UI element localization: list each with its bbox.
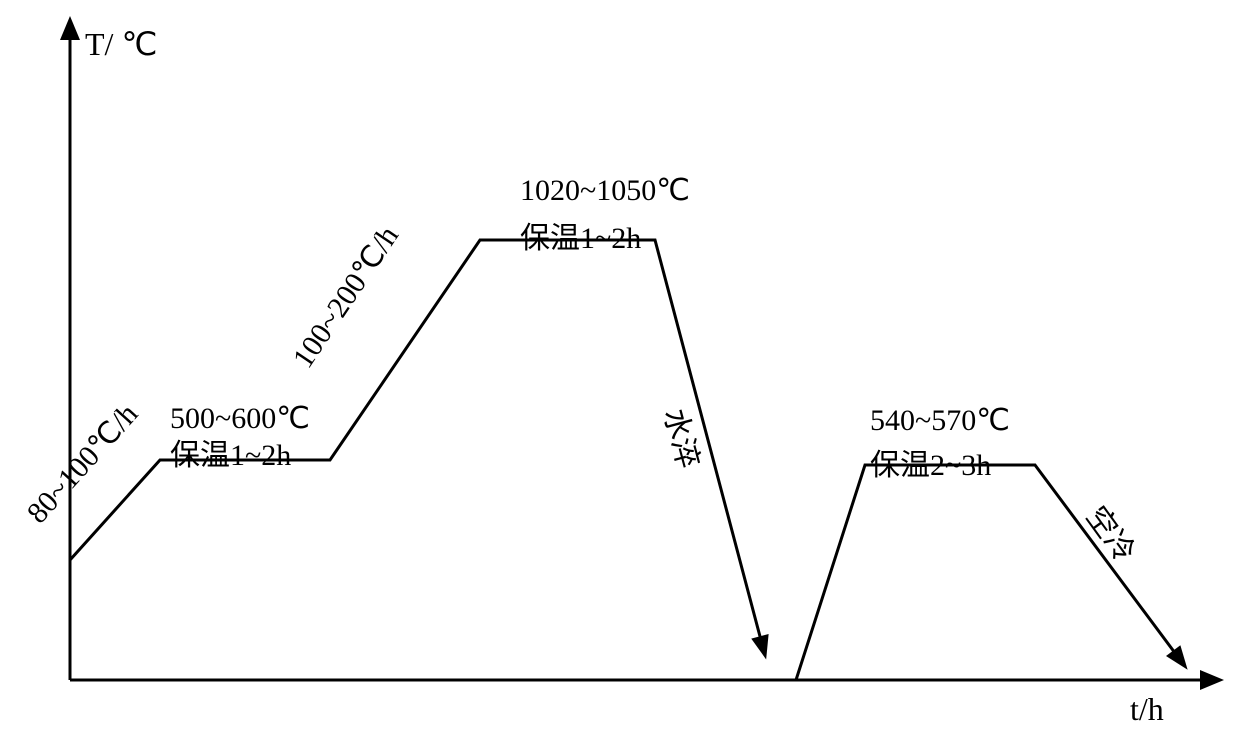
ramp2-label: 100~200℃/h bbox=[286, 220, 405, 374]
y-axis-arrow bbox=[60, 16, 80, 40]
profile-1-arrow bbox=[751, 634, 775, 662]
profile-2 bbox=[796, 465, 1195, 680]
labels: 80~100℃/h 500~600℃ 保温1~2h 100~200℃/h 102… bbox=[21, 174, 1142, 569]
hold2-dur-label: 保温1~2h bbox=[520, 222, 641, 255]
ramp1-label: 80~100℃/h bbox=[21, 397, 145, 529]
diagram-canvas: T/ ℃ t/h 80~100℃/h 500~600℃ 保温1~2h 100~2… bbox=[0, 0, 1240, 743]
hold3-dur-label: 保温2~3h bbox=[870, 449, 991, 482]
y-axis-label: T/ ℃ bbox=[85, 26, 157, 62]
quench-label: 水淬 bbox=[657, 405, 704, 471]
axes: T/ ℃ t/h bbox=[60, 16, 1224, 727]
hold1-dur-label: 保温1~2h bbox=[170, 439, 291, 472]
x-axis-arrow bbox=[1200, 670, 1224, 690]
hold2-temp-label: 1020~1050℃ bbox=[520, 174, 690, 207]
hold3-temp-label: 540~570℃ bbox=[870, 404, 1010, 437]
profile-2-line bbox=[796, 465, 1178, 680]
hold1-temp-label: 500~600℃ bbox=[170, 402, 310, 435]
x-axis-label: t/h bbox=[1130, 691, 1164, 727]
profile-2-arrow bbox=[1166, 645, 1195, 675]
